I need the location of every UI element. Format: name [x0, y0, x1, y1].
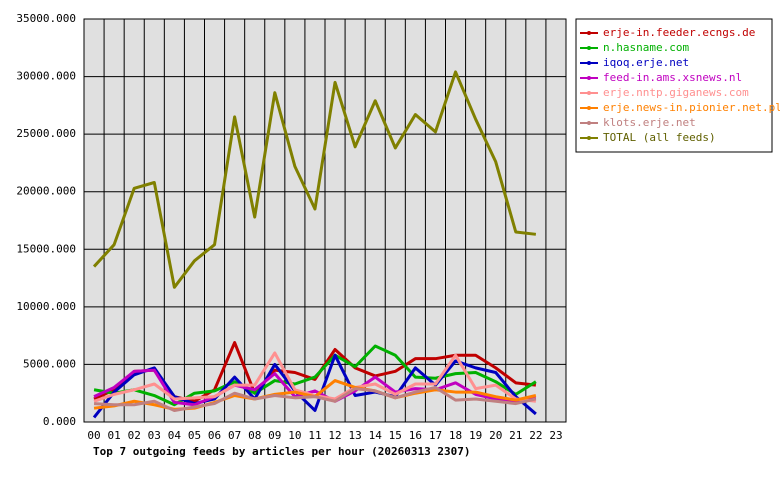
series-line [93, 368, 537, 407]
legend-marker [587, 91, 591, 95]
legend-marker [587, 76, 591, 80]
legend-label: TOTAL (all feeds) [603, 131, 716, 144]
x-tick-label: 00 [87, 429, 100, 442]
legend-label: feed-in.ams.xsnews.nl [603, 71, 742, 84]
y-tick-label: 35000.000 [16, 12, 76, 25]
x-tick-label: 17 [429, 429, 442, 442]
legend-label: erje.nntp.giganews.com [603, 86, 749, 99]
legend-marker [587, 61, 591, 65]
y-tick-label: 25000.000 [16, 127, 76, 140]
x-tick-label: 15 [389, 429, 402, 442]
series-line [92, 70, 537, 289]
legend-box [575, 18, 773, 153]
y-tick-label: 5000.000 [23, 357, 76, 370]
legend-marker [587, 106, 591, 110]
chart-title: Top 7 outgoing feeds by articles per hou… [93, 445, 471, 458]
y-tick-label: 10000.000 [16, 300, 76, 313]
x-tick-label: 03 [148, 429, 161, 442]
x-tick-label: 22 [529, 429, 542, 442]
x-tick-label: 14 [369, 429, 383, 442]
series-line [93, 385, 537, 412]
y-tick-label: 20000.000 [16, 185, 76, 198]
x-tick-label: 21 [509, 429, 522, 442]
y-tick-label: 0.000 [43, 415, 76, 428]
x-tick-label: 08 [248, 429, 261, 442]
x-tick-label: 04 [168, 429, 182, 442]
x-tick-label: 09 [268, 429, 281, 442]
x-tick-label: 06 [208, 429, 221, 442]
x-tick-label: 07 [228, 429, 241, 442]
legend-marker [587, 31, 591, 35]
x-tick-label: 05 [188, 429, 201, 442]
legend-label: n.hasname.com [603, 41, 689, 54]
legend-label: klots.erje.net [603, 116, 696, 129]
x-tick-label: 16 [409, 429, 422, 442]
legend-label: iqoq.erje.net [603, 56, 689, 69]
y-tick-label: 15000.000 [16, 242, 76, 255]
series-line [93, 344, 537, 407]
x-tick-label: 18 [449, 429, 462, 442]
x-tick-label: 19 [469, 429, 482, 442]
x-tick-label: 11 [308, 429, 321, 442]
x-tick-label: 13 [349, 429, 362, 442]
legend-marker [587, 136, 591, 140]
x-tick-label: 23 [549, 429, 562, 442]
x-tick-label: 20 [489, 429, 502, 442]
x-tick-label: 12 [328, 429, 341, 442]
x-tick-label: 10 [288, 429, 301, 442]
legend-marker [587, 121, 591, 125]
x-tick-label: 02 [128, 429, 141, 442]
y-tick-label: 30000.000 [16, 70, 76, 83]
x-tick-label: 01 [108, 429, 121, 442]
legend-label: erje.news-in.pionier.net.pl [603, 101, 780, 114]
legend-label: erje-in.feeder.ecngs.de [603, 26, 755, 39]
series-line [92, 353, 537, 419]
legend-marker [587, 46, 591, 50]
